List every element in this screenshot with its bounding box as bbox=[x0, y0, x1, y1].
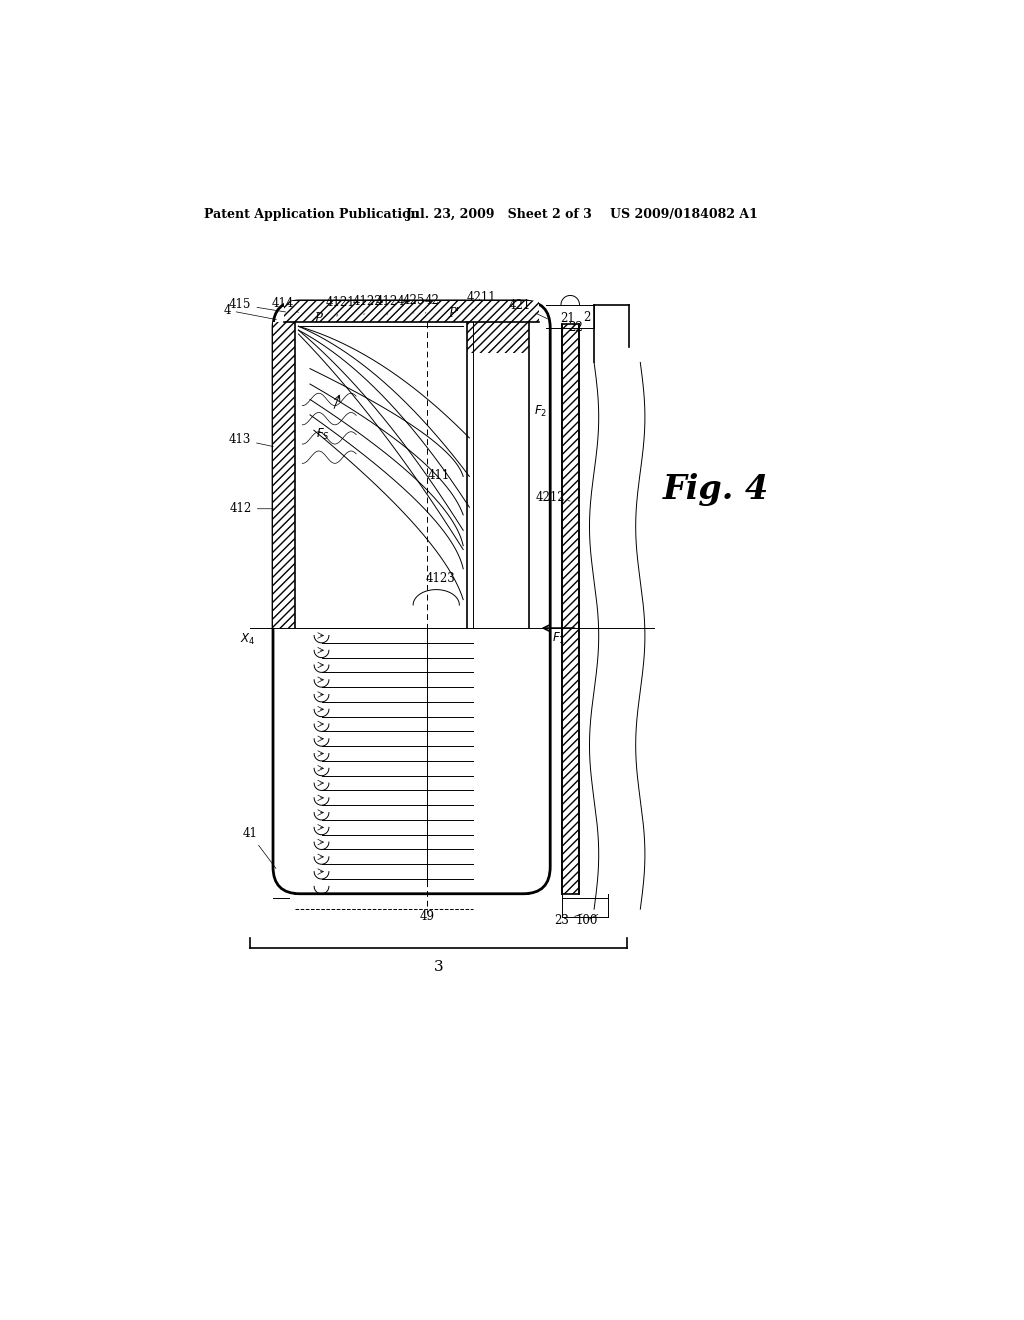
Text: 41: 41 bbox=[243, 828, 275, 869]
Bar bbox=[562, 323, 579, 894]
Text: 42: 42 bbox=[425, 294, 440, 313]
Text: $X_4$: $X_4$ bbox=[240, 632, 255, 647]
Text: P': P' bbox=[449, 308, 460, 321]
FancyBboxPatch shape bbox=[273, 301, 550, 894]
Text: US 2009/0184082 A1: US 2009/0184082 A1 bbox=[609, 209, 758, 222]
Text: $F_S$: $F_S$ bbox=[316, 426, 330, 442]
Text: 4212: 4212 bbox=[536, 491, 570, 504]
Text: 425: 425 bbox=[402, 294, 425, 313]
Text: P: P bbox=[313, 312, 322, 325]
Text: 412: 412 bbox=[229, 502, 273, 515]
Text: 23: 23 bbox=[554, 913, 583, 927]
Text: 4121: 4121 bbox=[326, 296, 354, 317]
Bar bbox=[284, 301, 540, 322]
Text: 411: 411 bbox=[427, 469, 450, 482]
Text: 22: 22 bbox=[568, 321, 583, 334]
Text: 4123: 4123 bbox=[425, 572, 455, 585]
Text: Fig. 4: Fig. 4 bbox=[663, 473, 769, 506]
Text: $F_2$: $F_2$ bbox=[534, 404, 547, 418]
Text: 4211: 4211 bbox=[467, 292, 497, 312]
Bar bbox=[273, 322, 295, 628]
Text: 4124: 4124 bbox=[376, 296, 406, 314]
Text: 2: 2 bbox=[584, 312, 591, 325]
Text: 4122: 4122 bbox=[353, 296, 383, 314]
Text: 49: 49 bbox=[420, 911, 434, 924]
Text: $F_1$: $F_1$ bbox=[552, 631, 565, 645]
Text: 413: 413 bbox=[228, 433, 273, 446]
Text: 21: 21 bbox=[560, 312, 575, 325]
Text: 100: 100 bbox=[575, 915, 598, 927]
Bar bbox=[467, 322, 528, 354]
Text: Jul. 23, 2009   Sheet 2 of 3: Jul. 23, 2009 Sheet 2 of 3 bbox=[407, 209, 593, 222]
Text: 421: 421 bbox=[508, 298, 548, 319]
Text: Patent Application Publication: Patent Application Publication bbox=[204, 209, 419, 222]
Text: 414: 414 bbox=[271, 297, 298, 313]
Text: 415: 415 bbox=[229, 298, 286, 312]
Text: 4: 4 bbox=[223, 304, 276, 319]
Text: 3: 3 bbox=[434, 960, 443, 974]
